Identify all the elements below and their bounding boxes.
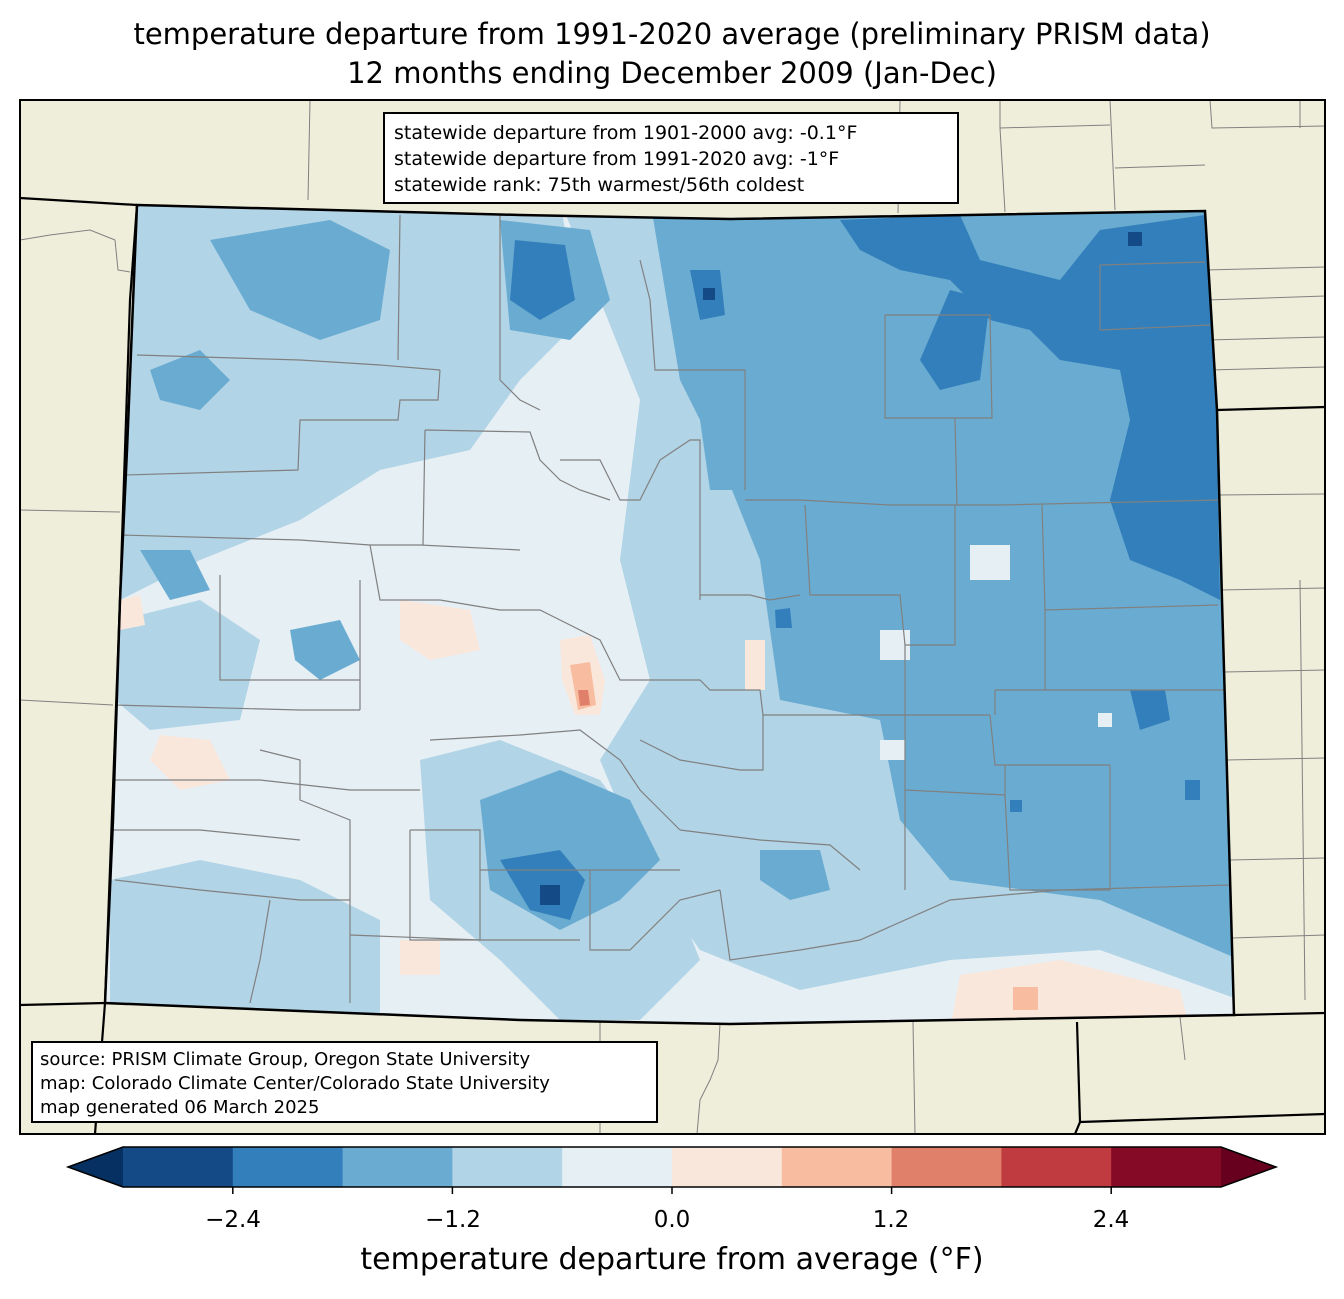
colorbar-cell <box>452 1147 563 1187</box>
colorbar-outline <box>65 1146 1279 1188</box>
colorbar-cell <box>562 1147 673 1187</box>
map-title-line2: 12 months ending December 2009 (Jan-Dec) <box>347 56 997 90</box>
map-title-line1: temperature departure from 1991-2020 ave… <box>133 17 1211 51</box>
statewide-stats-box: statewide departure from 1901-2000 avg: … <box>383 112 959 204</box>
neighbor-county-lines <box>20 100 1325 1134</box>
stats-departure-1991-2020: statewide departure from 1991-2020 avg: … <box>394 148 840 170</box>
colorbar-tick-label: 0.0 <box>653 1207 691 1233</box>
colorbar-tick-label: −1.2 <box>425 1207 481 1233</box>
colorbar-extend-low <box>68 1147 123 1187</box>
colorbar-extend-high <box>1221 1147 1276 1187</box>
map-frame <box>19 99 1326 1135</box>
colorbar-cell <box>1111 1147 1222 1187</box>
map-credit-line: map: Colorado Climate Center/Colorado St… <box>40 1073 550 1094</box>
colorbar-tick-label: 2.4 <box>1092 1207 1130 1233</box>
colorbar-cell <box>1001 1147 1112 1187</box>
stats-departure-1901-2000: statewide departure from 1901-2000 avg: … <box>394 122 858 144</box>
colorbar-cell <box>232 1147 344 1187</box>
source-box: source: PRISM Climate Group, Oregon Stat… <box>31 1041 658 1123</box>
colorbar-cell <box>672 1147 783 1187</box>
stats-rank: statewide rank: 75th warmest/56th coldes… <box>394 174 805 196</box>
colorbar-cell <box>123 1147 234 1187</box>
generated-date-line: map generated 06 March 2025 <box>40 1097 320 1118</box>
county-lines <box>108 214 1231 1004</box>
colorbar-cell <box>342 1147 453 1187</box>
colorbar-cell <box>891 1147 1002 1187</box>
colorbar-tick-label: −2.4 <box>205 1207 261 1233</box>
source-line: source: PRISM Climate Group, Oregon Stat… <box>40 1049 531 1070</box>
colorbar-cell <box>781 1147 893 1187</box>
colorbar-label: temperature departure from average (°F) <box>360 1242 984 1277</box>
colorbar-tick-label: 1.2 <box>872 1207 910 1233</box>
